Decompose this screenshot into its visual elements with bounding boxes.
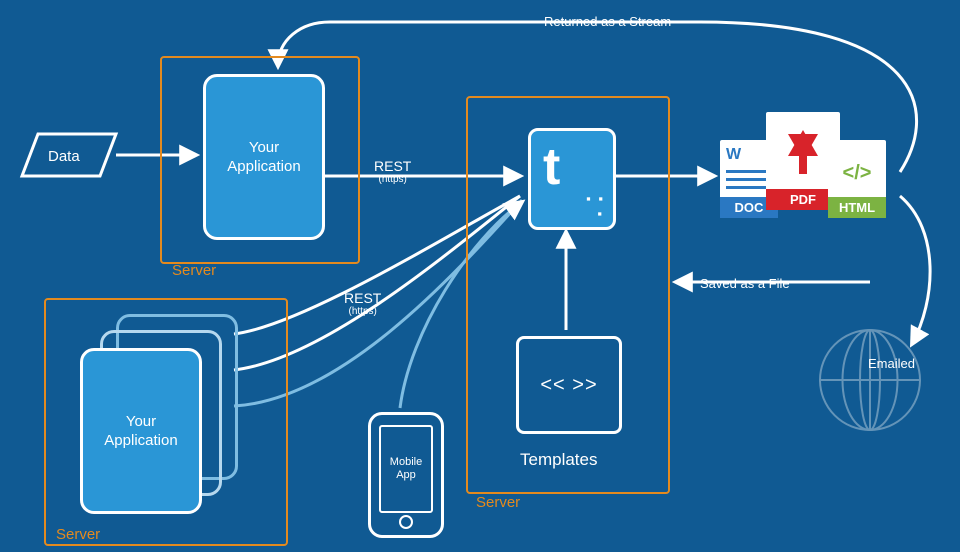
mobile-app-label: Mobile App	[390, 456, 422, 482]
saved-file-label: Saved as a File	[700, 276, 790, 291]
templates-box: << >>	[516, 336, 622, 434]
your-application-card-1: Your Application	[203, 74, 325, 240]
rest-label-2: REST(https)	[344, 290, 381, 318]
phone-home-button-icon	[399, 515, 413, 529]
service-dots-icon: ▪ ▪ ▪	[586, 191, 605, 221]
server-label-3: Server	[476, 494, 520, 511]
emailed-label: Emailed	[868, 356, 915, 371]
service-box: t ▪ ▪ ▪	[528, 128, 616, 230]
returned-stream-label: Returned as a Stream	[544, 14, 671, 29]
templates-label: Templates	[520, 450, 597, 470]
mobile-phone-icon: Mobile App	[368, 412, 444, 538]
your-application-text: Your Application	[227, 138, 300, 177]
server-label-1: Server	[172, 262, 216, 279]
service-t-icon: t	[543, 137, 560, 197]
data-label: Data	[48, 148, 80, 165]
arrow-emailed	[900, 196, 930, 344]
your-application-card-2: Your Application	[80, 348, 202, 514]
your-application-text-2: Your Application	[104, 412, 177, 451]
html-file-icon: </> HTML	[828, 140, 886, 218]
rest-label-1: REST(https)	[374, 158, 411, 186]
server-label-2: Server	[56, 526, 100, 543]
globe-icon	[820, 330, 920, 430]
templates-glyph: << >>	[540, 374, 597, 397]
